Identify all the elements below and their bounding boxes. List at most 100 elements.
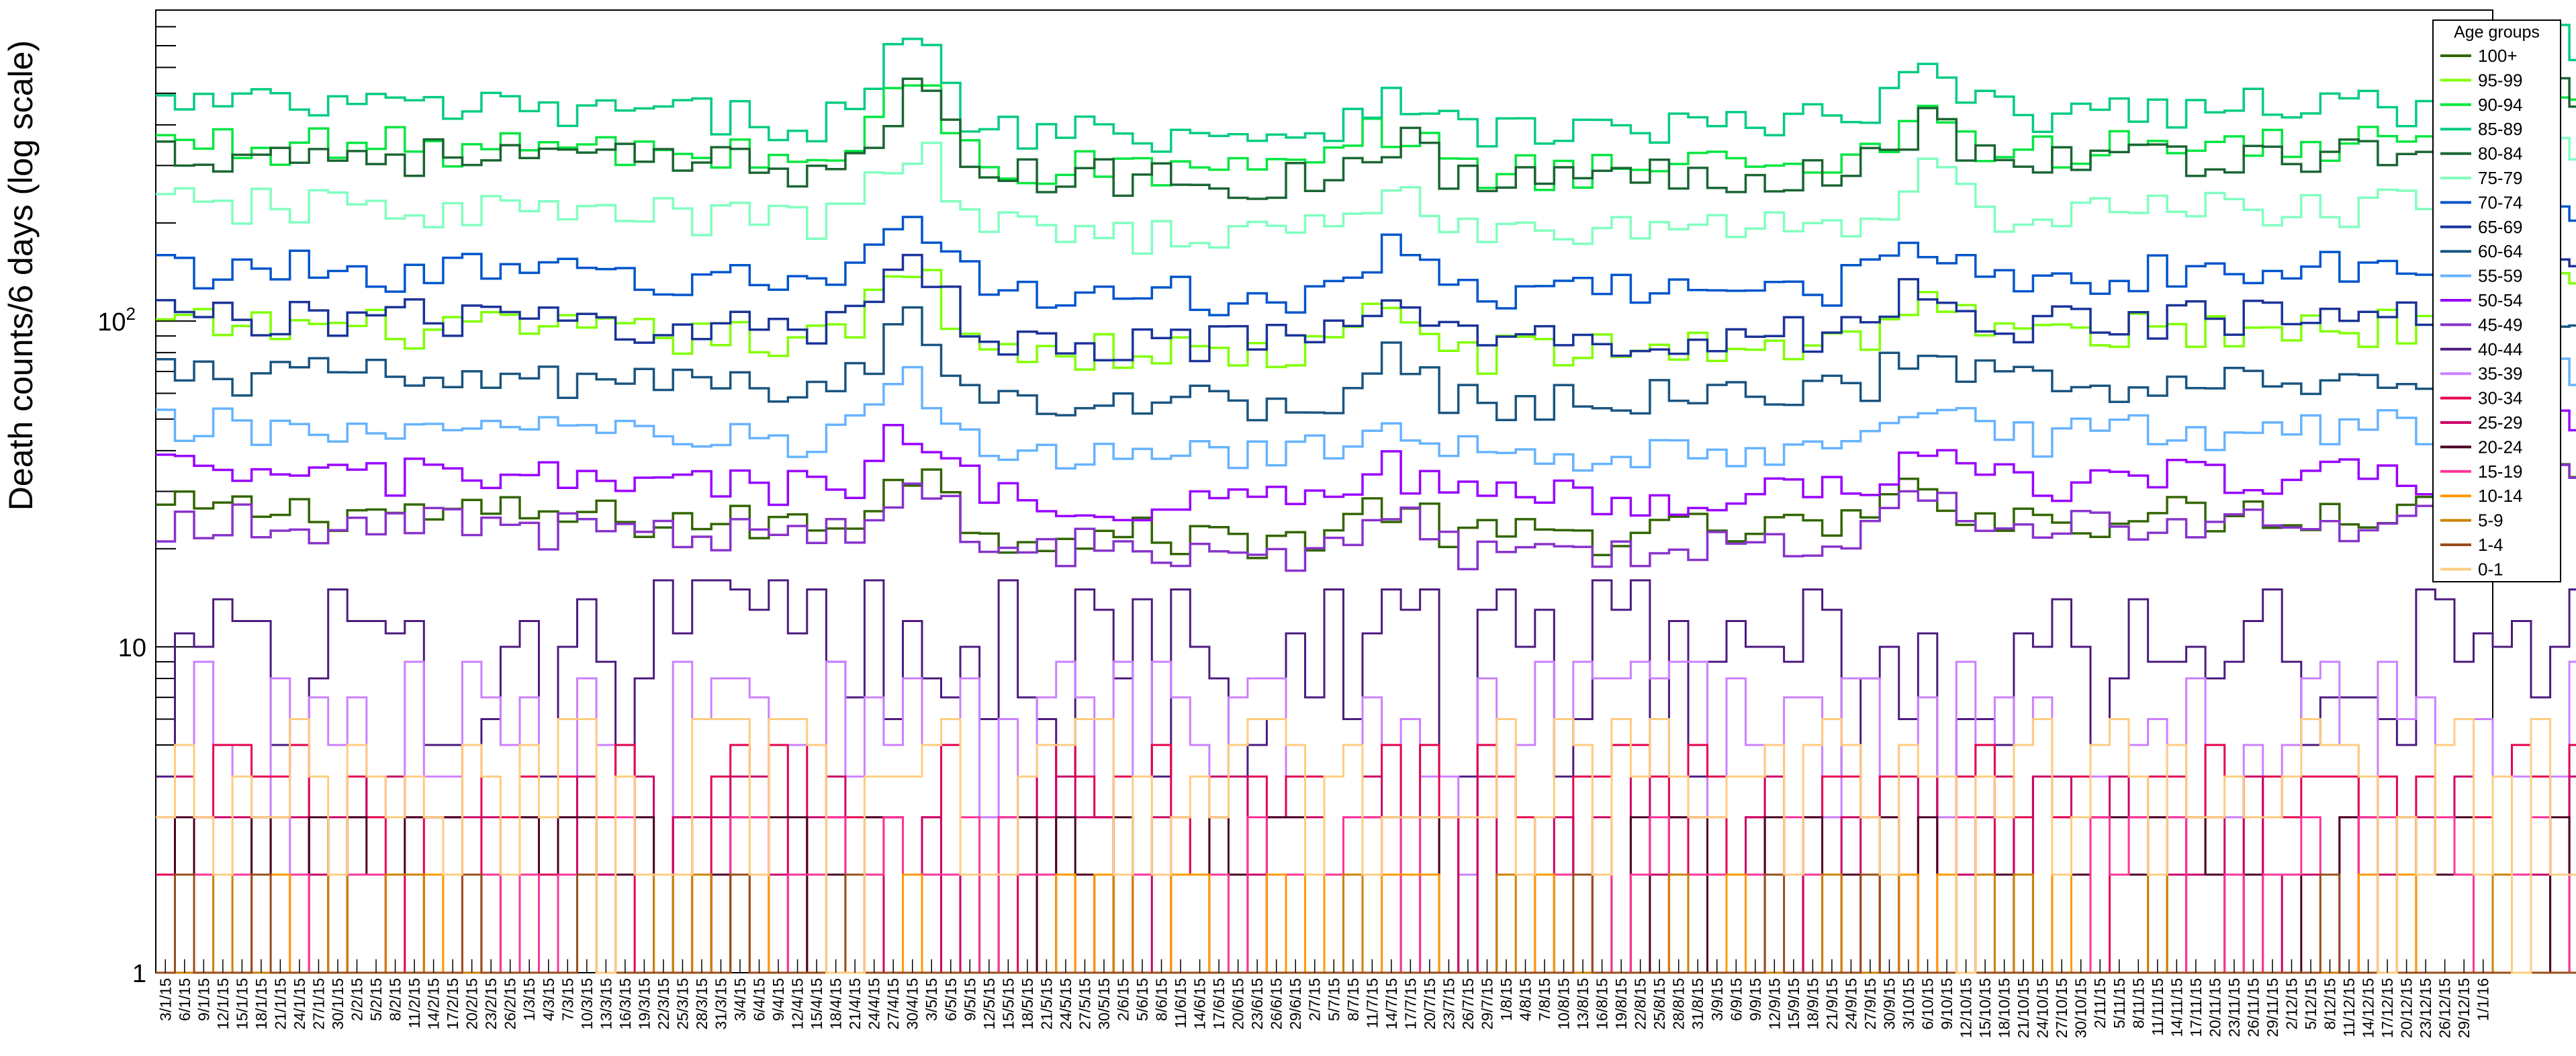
legend-label: 15-19	[2478, 461, 2523, 482]
x-tick-label: 15/5/15	[999, 978, 1017, 1030]
x-tick-label: 12/9/15	[1765, 978, 1783, 1030]
x-tick-label: 19/3/15	[635, 978, 653, 1030]
series-line-60-64	[156, 304, 2576, 422]
legend-label: 0-1	[2478, 559, 2503, 579]
legend-label: 55-59	[2478, 266, 2523, 286]
x-tick-label: 9/10/15	[1938, 978, 1956, 1030]
x-tick-label: 4/8/15	[1517, 978, 1534, 1021]
x-tick-label: 23/6/15	[1248, 978, 1266, 1030]
x-tick-label: 14/6/15	[1191, 978, 1209, 1030]
x-tick-label: 5/2/15	[367, 978, 385, 1021]
series-line-70-74	[156, 177, 2576, 316]
x-tick-label: 5/6/15	[1134, 978, 1151, 1021]
legend-label: 1-4	[2478, 535, 2503, 555]
x-tick-label: 24/4/15	[866, 978, 883, 1030]
x-tick-label: 17/11/15	[2187, 978, 2205, 1037]
series-line-80-84	[156, 70, 2576, 200]
legend-label: 35-39	[2478, 363, 2523, 384]
x-tick-label: 27/4/15	[884, 978, 902, 1030]
x-tick-label: 17/6/15	[1210, 978, 1228, 1030]
x-tick-label: 26/7/15	[1459, 978, 1477, 1030]
x-tick-label: 21/4/15	[846, 978, 864, 1030]
legend: Age groups 100+ 95-99 90-94 85-89 80-84 75-79…	[2432, 19, 2561, 582]
x-tick-label: 22/3/15	[655, 978, 672, 1030]
x-tick-label: 1/1/16	[2475, 978, 2492, 1021]
series-line-100+	[156, 449, 2576, 560]
x-tick-label: 21/1/15	[271, 978, 289, 1030]
x-tick-label: 30/4/15	[904, 978, 921, 1030]
legend-label: 30-34	[2478, 388, 2523, 408]
x-tick-label: 7/3/15	[559, 978, 576, 1021]
x-tick-label: 24/1/15	[291, 978, 308, 1030]
x-tick-label: 11/2/15	[406, 978, 423, 1028]
x-tick-label: 9/1/15	[195, 978, 212, 1021]
x-tick-label: 14/11/15	[2168, 978, 2185, 1037]
x-tick-label: 10/3/15	[578, 978, 596, 1030]
x-tick-label: 2/2/15	[349, 978, 366, 1021]
x-tick-label: 18/10/15	[1996, 978, 2013, 1039]
x-tick-label: 3/10/15	[1900, 978, 1917, 1030]
x-tick-label: 20/7/15	[1421, 978, 1438, 1030]
x-tick-label: 11/11/15	[2149, 978, 2166, 1036]
x-tick-label: 30/1/15	[329, 978, 347, 1030]
y-tick-label-exponent: 2	[126, 304, 136, 324]
y-axis-title: Death counts/6 days (log scale)	[2, 40, 40, 511]
legend-label: 70-74	[2478, 192, 2523, 212]
x-tick-label: 8/12/15	[2321, 978, 2339, 1030]
x-tick-label: 8/7/15	[1344, 978, 1362, 1021]
series-line-50-54	[156, 400, 2576, 522]
x-tick-label: 13/8/15	[1574, 978, 1592, 1030]
x-tick-label: 12/10/15	[1958, 978, 1975, 1039]
x-tick-label: 17/2/15	[444, 978, 461, 1030]
x-tick-label: 8/2/15	[387, 978, 404, 1021]
x-tick-label: 18/1/15	[252, 978, 270, 1030]
x-tick-label: 20/2/15	[463, 978, 481, 1030]
x-tick-label: 9/4/15	[770, 978, 787, 1021]
x-tick-label: 16/8/15	[1594, 978, 1611, 1030]
x-tick-label: 18/4/15	[827, 978, 845, 1030]
x-tick-label: 26/12/15	[2436, 978, 2454, 1039]
x-tick-label: 23/7/15	[1440, 978, 1457, 1030]
legend-label: 60-64	[2478, 241, 2523, 261]
legend-items: 100+ 95-99 90-94 85-89 80-84 75-79 70-74 65-69 6…	[2440, 46, 2523, 579]
x-tick-label: 27/5/15	[1076, 978, 1093, 1030]
x-tick-label: 2/11/15	[2091, 978, 2109, 1028]
legend-label: 95-99	[2478, 70, 2523, 90]
x-tick-label: 20/11/15	[2206, 978, 2223, 1037]
legend-label: 45-49	[2478, 314, 2523, 335]
y-tick-label: 1	[132, 960, 146, 988]
x-tick-label: 3/4/15	[731, 978, 749, 1021]
legend-label: 80-84	[2478, 144, 2523, 164]
x-axis-labels: 3/1/15 6/1/15 9/1/15 12/1/15 15/1/15 18/1/15 2…	[156, 978, 2491, 1039]
x-tick-label: 11/12/15	[2340, 978, 2358, 1037]
x-tick-label: 15/9/15	[1785, 978, 1802, 1030]
x-tick-label: 20/6/15	[1230, 978, 1247, 1030]
x-tick-label: 27/1/15	[310, 978, 327, 1030]
x-tick-label: 9/5/15	[961, 978, 978, 1021]
x-axis	[165, 959, 2484, 973]
x-tick-label: 6/1/15	[176, 978, 193, 1021]
legend-label: 40-44	[2478, 339, 2523, 359]
x-tick-label: 10/8/15	[1555, 978, 1573, 1030]
x-tick-label: 12/5/15	[980, 978, 998, 1030]
x-tick-label: 12/1/15	[214, 978, 232, 1030]
x-tick-label: 11/6/15	[1172, 978, 1189, 1028]
x-tick-label: 2/7/15	[1306, 978, 1324, 1021]
x-tick-label: 29/11/15	[2264, 978, 2281, 1037]
series-line-65-69	[156, 233, 2576, 363]
x-tick-label: 30/10/15	[2072, 978, 2090, 1039]
series-line-0-1	[156, 718, 2576, 974]
x-tick-label: 30/5/15	[1095, 978, 1113, 1030]
x-tick-label: 25/3/15	[674, 978, 691, 1030]
legend-label: 90-94	[2478, 95, 2523, 115]
x-tick-label: 26/6/15	[1268, 978, 1285, 1030]
x-tick-label: 3/9/15	[1708, 978, 1726, 1021]
x-tick-label: 23/12/15	[2417, 978, 2434, 1039]
x-tick-label: 24/9/15	[1842, 978, 1859, 1030]
x-tick-label: 18/5/15	[1019, 978, 1036, 1030]
x-tick-label: 6/10/15	[1919, 978, 1937, 1030]
x-tick-label: 22/8/15	[1632, 978, 1649, 1030]
x-tick-label: 17/12/15	[2379, 978, 2396, 1039]
series-line-75-79	[156, 136, 2576, 255]
